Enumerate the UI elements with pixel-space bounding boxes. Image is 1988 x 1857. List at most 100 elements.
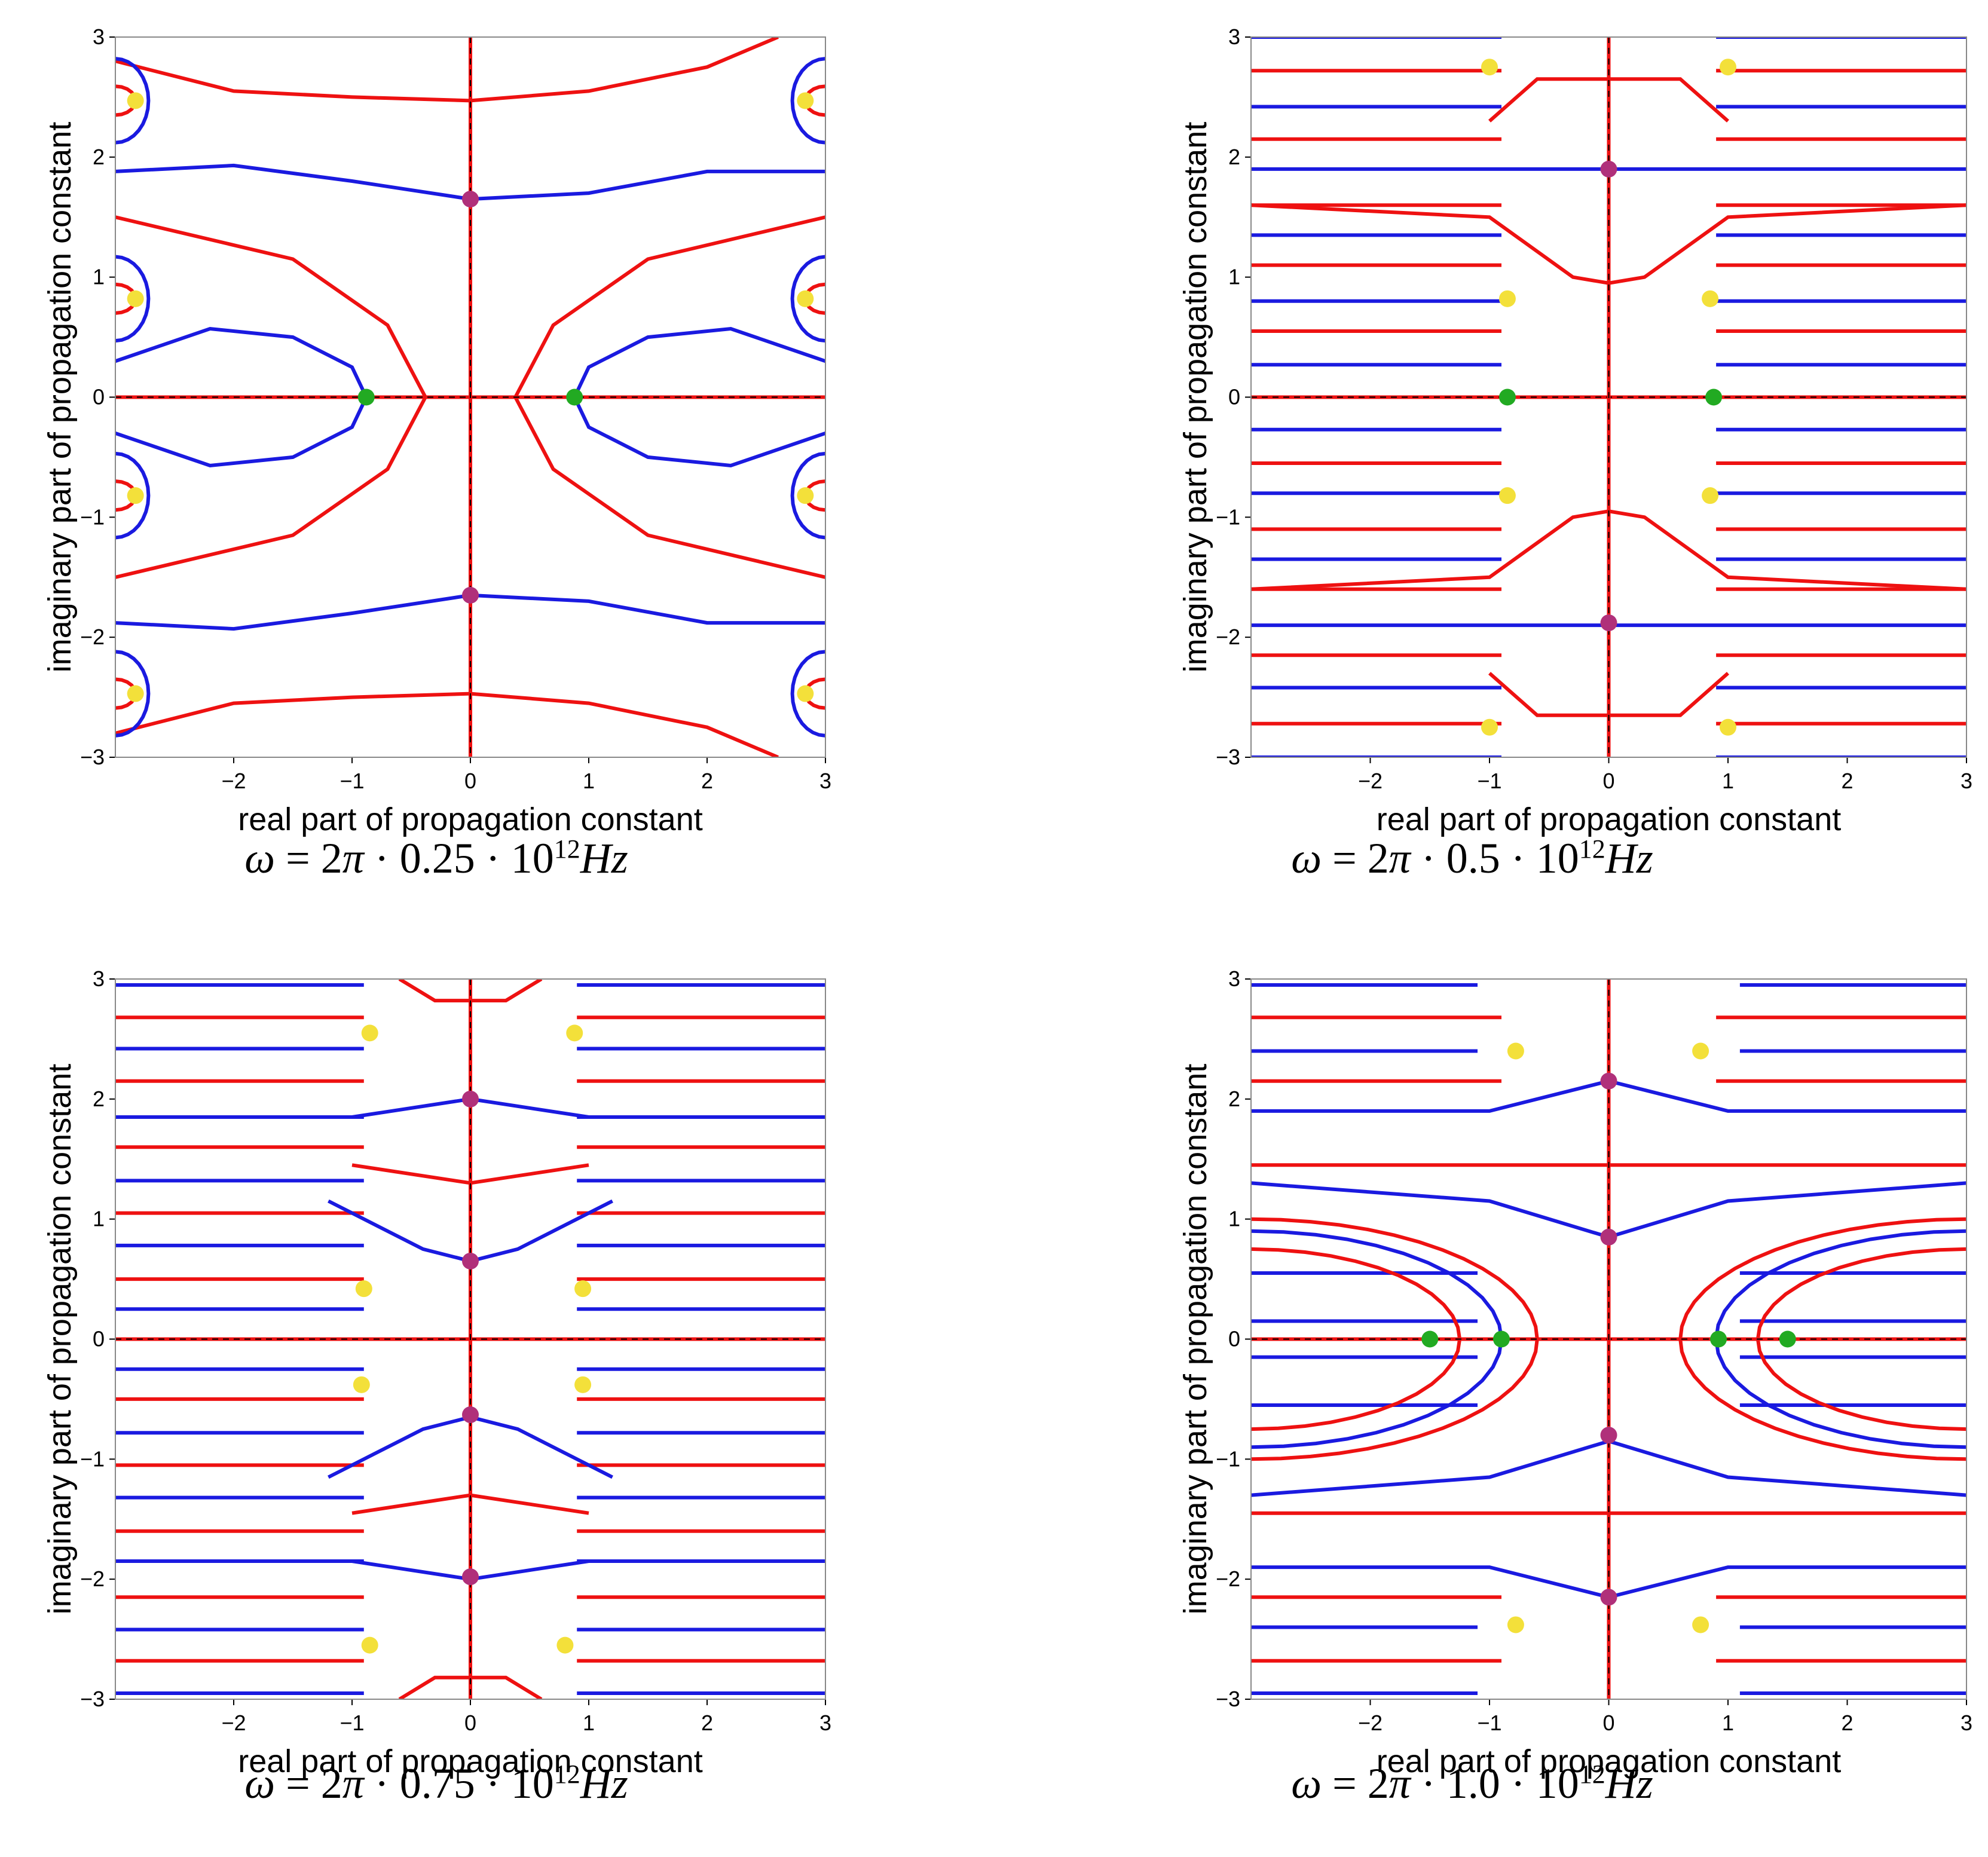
omega-symbol: ω	[244, 834, 276, 882]
x-tick-label: 1	[583, 769, 595, 793]
y-tick-label: −1	[80, 504, 105, 529]
x-tick-label: 0	[464, 1711, 476, 1735]
yellow-point	[556, 1636, 574, 1654]
yellow-point	[1692, 1042, 1709, 1060]
yellow-point	[1507, 1616, 1524, 1633]
yellow-point	[797, 290, 814, 307]
magenta-point	[462, 1252, 479, 1269]
y-tick-label: −1	[1216, 504, 1240, 529]
y-tick-label: −2	[80, 1567, 105, 1591]
x-tick-label: −1	[340, 769, 364, 793]
red-contour-line	[115, 692, 779, 757]
blue-contour-line	[790, 57, 825, 145]
x-tick-labels: −2 −1 0 1 2 3	[1358, 757, 1972, 793]
yellow-point	[1692, 1616, 1709, 1633]
magenta-point	[462, 191, 479, 208]
points	[1421, 1042, 1796, 1633]
plot-frame	[115, 36, 826, 758]
points	[1481, 59, 1736, 736]
y-tick-label: 0	[1228, 385, 1240, 409]
y-tick-label: 2	[93, 1087, 105, 1111]
x-tick-labels: −2 −1 0 1 2 3	[221, 757, 831, 793]
yellow-point	[361, 1024, 378, 1042]
yellow-point	[127, 92, 144, 109]
green-point	[1705, 388, 1723, 406]
blue-contour-line	[115, 255, 151, 343]
y-tick-labels: −3 −2 −1 0 1 2 3	[1216, 25, 1251, 769]
x-tick-labels: −2 −1 0 1 2 3	[221, 1699, 831, 1735]
omega-symbol: ω	[244, 1760, 276, 1807]
yellow-point	[1720, 59, 1736, 76]
blue-contour-line	[790, 650, 825, 738]
plot-svg: −3 −2 −1 0 1 2 3 −2 −1 0 1 2 3 real part of propaga…	[42, 25, 831, 837]
blue-contour-line	[790, 451, 825, 540]
y-tick-label: 0	[93, 1327, 105, 1351]
contour-curves	[1251, 37, 1966, 757]
yellow-point	[566, 1024, 583, 1042]
pi-symbol: π	[342, 1760, 364, 1807]
x-tick-label: 1	[583, 1711, 595, 1735]
green-point	[1779, 1330, 1796, 1348]
yellow-point	[127, 487, 144, 504]
plot-svg: −3 −2 −1 0 1 2 3 −2 −1 0 1 2 3 real part of propaga…	[42, 966, 831, 1779]
yellow-point	[127, 290, 144, 307]
yellow-point	[1702, 290, 1719, 307]
y-axis-label: imaginary part of propagation constant	[42, 122, 78, 673]
magenta-point	[462, 1406, 479, 1424]
points	[127, 92, 814, 702]
green-point	[566, 388, 583, 406]
contour-curves	[115, 979, 825, 1699]
y-tick-label: 0	[93, 385, 105, 409]
yellow-point	[797, 487, 814, 504]
yellow-point	[1481, 59, 1498, 76]
yellow-point	[797, 92, 814, 109]
x-tick-label: 3	[1961, 1711, 1972, 1735]
x-tick-label: 0	[464, 769, 476, 793]
plot-frame	[1250, 978, 1967, 1700]
pi-symbol: π	[1388, 834, 1411, 882]
blue-contour-line	[115, 650, 151, 738]
x-axis-label: real part of propagation constant	[1377, 801, 1842, 837]
magenta-point	[462, 1090, 479, 1108]
yellow-point	[1498, 487, 1516, 504]
y-tick-label: −3	[80, 745, 105, 769]
plot-frame	[1250, 36, 1967, 758]
omega-symbol: ω	[1291, 834, 1322, 882]
x-axis-label: real part of propagation constant	[1377, 1743, 1842, 1779]
yellow-point	[353, 1376, 370, 1393]
yellow-point	[1481, 718, 1498, 736]
yellow-point	[1702, 487, 1719, 504]
plot-svg: −3 −2 −1 0 1 2 3 −2 −1 0 1 2 3 real part of propaga…	[1177, 25, 1972, 837]
x-tick-label: 2	[1841, 769, 1853, 793]
caption-exponent: 12	[1579, 1760, 1605, 1789]
blue-contour-line	[115, 57, 151, 145]
caption-eq: = 2	[275, 1760, 342, 1807]
y-tick-label: −3	[1216, 1687, 1240, 1711]
chart-panel-3: −3 −2 −1 0 1 2 3 −2 −1 0 1 2 3 real part of propaga…	[0, 928, 994, 1856]
x-tick-label: −2	[1358, 769, 1383, 793]
caption-factor: · 0.75 · 10	[363, 1760, 554, 1807]
y-tick-label: 1	[1228, 265, 1240, 289]
x-tick-label: 2	[1841, 1711, 1853, 1735]
frequency-caption: ω = 2π · 0.25 · 1012Hz	[102, 834, 771, 894]
pi-symbol: π	[1388, 1760, 1411, 1807]
magenta-point	[462, 1568, 479, 1586]
magenta-point	[462, 586, 479, 604]
y-tick-labels: −3 −2 −1 0 1 2 3	[1216, 966, 1251, 1711]
y-tick-label: 3	[93, 25, 105, 49]
magenta-point	[1600, 1427, 1617, 1444]
magenta-point	[1600, 1589, 1617, 1606]
caption-unit: Hz	[580, 1760, 628, 1807]
chart-panel-4: −3 −2 −1 0 1 2 3 −2 −1 0 1 2 3 real part of propaga…	[994, 928, 1988, 1856]
blue-contour-line	[790, 255, 825, 343]
caption-unit: Hz	[1605, 834, 1653, 882]
yellow-point	[574, 1280, 592, 1298]
green-point	[1710, 1330, 1727, 1348]
chart-panel-1: −3 −2 −1 0 1 2 3 −2 −1 0 1 2 3 real part of propaga…	[0, 0, 994, 928]
caption-eq: = 2	[275, 834, 342, 882]
y-axis-label: imaginary part of propagation constant	[1177, 122, 1213, 673]
y-tick-label: −2	[80, 625, 105, 649]
x-tick-label: 1	[1722, 1711, 1734, 1735]
x-tick-label: 3	[1961, 769, 1972, 793]
frequency-caption: ω = 2π · 0.75 · 1012Hz	[102, 1759, 771, 1819]
